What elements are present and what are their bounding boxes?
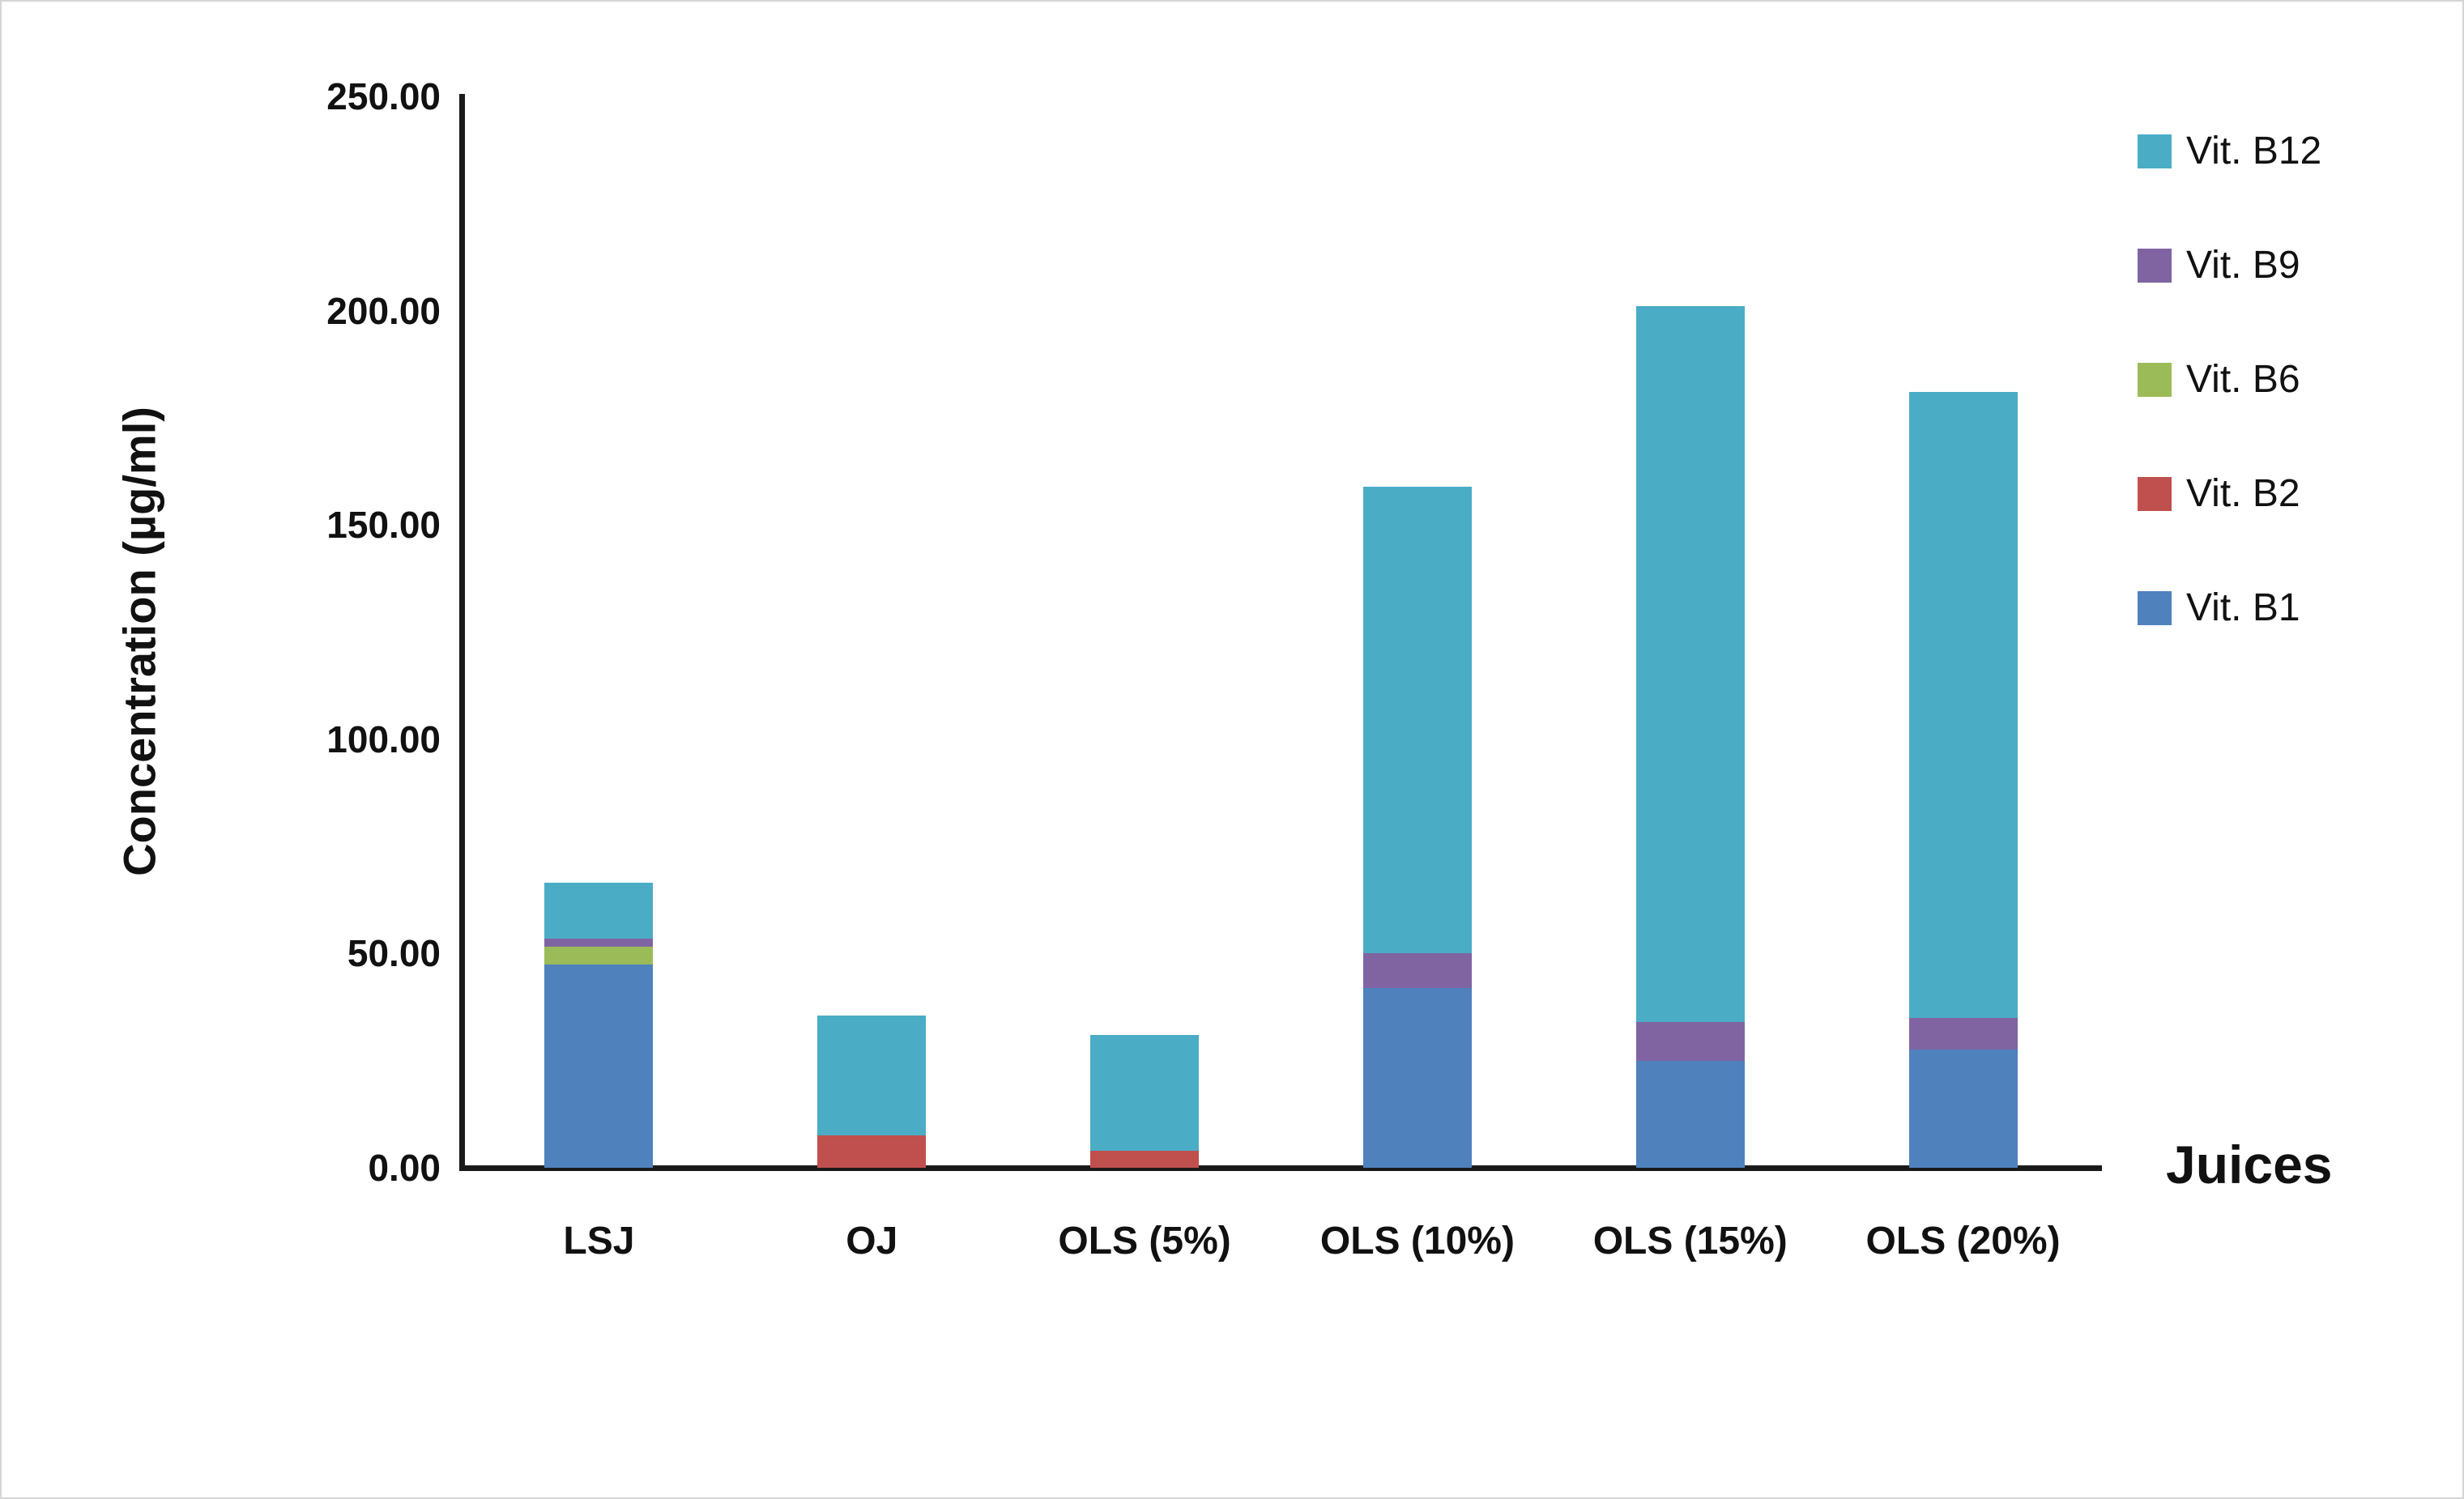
bar-segment-vit-b1-ols-10- bbox=[1362, 987, 1472, 1168]
x-category-label: OLS (5%) bbox=[1058, 1220, 1231, 1263]
x-category-label: OLS (20%) bbox=[1865, 1220, 2061, 1263]
legend-label: Vit. B6 bbox=[2186, 358, 2300, 401]
bar-segment-vit-b9-ols-15- bbox=[1635, 1022, 1745, 1061]
legend-marker-icon bbox=[2138, 363, 2172, 397]
bar-segment-vit-b12-ols-20- bbox=[1908, 392, 2018, 1018]
bar-segment-vit-b12-oj bbox=[817, 1016, 927, 1136]
y-tick-label: 100.00 bbox=[326, 718, 441, 760]
bar-segment-vit-b6-lsj bbox=[544, 947, 654, 965]
bar-segment-vit-b9-ols-10- bbox=[1362, 953, 1472, 988]
x-axis-line bbox=[459, 1165, 2102, 1171]
x-axis-title: Juices bbox=[2166, 1135, 2333, 1195]
x-category-label: OLS (15%) bbox=[1592, 1220, 1788, 1263]
legend-marker-icon bbox=[2138, 477, 2172, 511]
legend-label: Vit. B9 bbox=[2186, 244, 2300, 287]
y-tick-label: 250.00 bbox=[326, 75, 441, 117]
bar-segment-vit-b2-oj bbox=[817, 1135, 927, 1168]
bar-segment-vit-b12-ols-5- bbox=[1090, 1034, 1200, 1151]
bar-segment-vit-b1-lsj bbox=[544, 964, 654, 1168]
legend-label: Vit. B1 bbox=[2186, 586, 2300, 629]
bar-segment-vit-b9-lsj bbox=[544, 938, 654, 948]
bar-segment-vit-b12-ols-15- bbox=[1635, 306, 1745, 1023]
bar-segment-vit-b1-ols-15- bbox=[1635, 1060, 1745, 1168]
legend-marker-icon bbox=[2138, 249, 2172, 283]
x-category-label: OJ bbox=[846, 1220, 898, 1263]
y-tick-label: 200.00 bbox=[326, 289, 441, 332]
bar-segment-vit-b9-ols-20- bbox=[1908, 1017, 2018, 1050]
bar-segment-vit-b12-ols-10- bbox=[1362, 486, 1472, 954]
legend-label: Vit. B12 bbox=[2186, 130, 2322, 172]
bar-segment-vit-b2-ols-5- bbox=[1090, 1150, 1200, 1168]
y-tick-label: 150.00 bbox=[326, 504, 441, 547]
bar-segment-vit-b12-lsj bbox=[544, 883, 654, 939]
legend-label: Vit. B2 bbox=[2186, 472, 2300, 515]
legend-marker-icon bbox=[2138, 591, 2172, 625]
x-category-label: OLS (10%) bbox=[1319, 1220, 1515, 1263]
y-axis-title: Concentration (µg/ml) bbox=[113, 407, 165, 876]
bar-segment-vit-b1-ols-20- bbox=[1908, 1050, 2018, 1168]
y-tick-label: 0.00 bbox=[368, 1147, 441, 1189]
y-axis-line bbox=[459, 94, 465, 1171]
legend-marker-icon bbox=[2138, 134, 2172, 168]
y-tick-label: 50.00 bbox=[347, 932, 441, 975]
x-category-label: LSJ bbox=[563, 1220, 635, 1263]
